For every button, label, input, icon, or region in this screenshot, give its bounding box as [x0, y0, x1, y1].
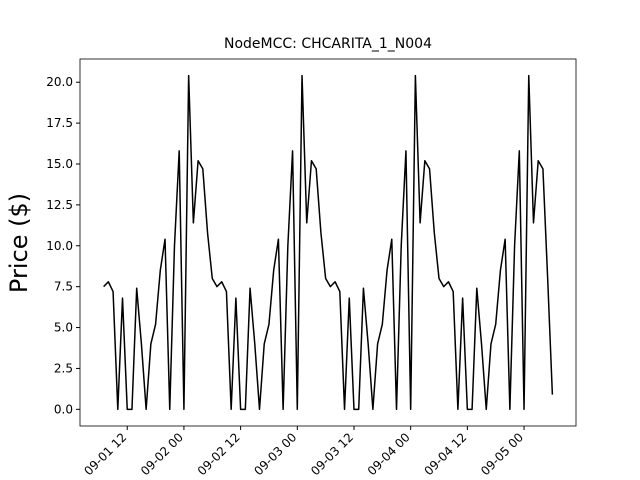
- chart-title: NodeMCC: CHCARITA_1_N004: [224, 36, 432, 52]
- y-tick-label: 17.5: [46, 116, 73, 130]
- y-tick-label: 2.5: [54, 361, 73, 375]
- y-tick-label: 12.5: [46, 198, 73, 212]
- y-tick-label: 7.5: [54, 280, 73, 294]
- y-tick-label: 20.0: [46, 75, 73, 89]
- y-tick-label: 15.0: [46, 157, 73, 171]
- y-axis-label: Price ($): [5, 193, 33, 293]
- y-tick-label: 0.0: [54, 402, 73, 416]
- price-line: [103, 74, 554, 411]
- y-tick-label: 10.0: [46, 239, 73, 253]
- plot-frame: [79, 58, 577, 427]
- y-tick-label: 5.0: [54, 321, 73, 335]
